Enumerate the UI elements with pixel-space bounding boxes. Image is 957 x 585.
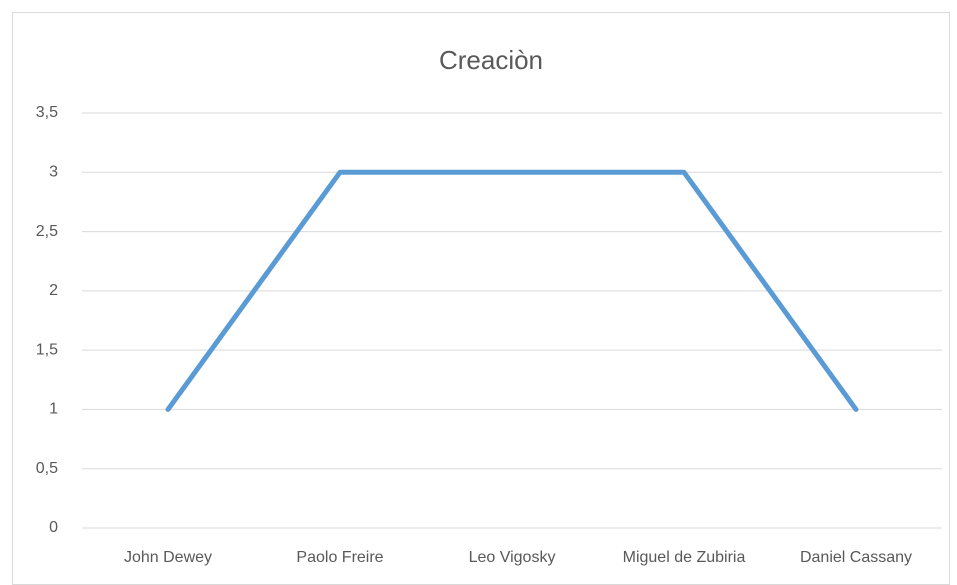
y-tick-label: 0,5 <box>36 460 58 477</box>
y-tick-label: 2,5 <box>36 223 58 240</box>
y-tick-label: 0 <box>49 519 58 536</box>
x-tick-label: Paolo Freire <box>296 549 383 566</box>
line-series <box>165 169 859 412</box>
x-tick-label: Miguel de Zubiria <box>623 549 746 566</box>
y-tick-label: 3,5 <box>36 104 58 121</box>
chart-title: Creaciòn <box>439 45 543 75</box>
y-tick-label: 3 <box>49 164 58 181</box>
x-tick-label: John Dewey <box>124 549 212 566</box>
y-tick-label: 1,5 <box>36 341 58 358</box>
chart-border <box>12 12 950 585</box>
x-tick-label: Daniel Cassany <box>800 549 912 566</box>
y-tick-label: 2 <box>49 282 58 299</box>
x-tick-label: Leo Vigosky <box>469 549 556 566</box>
y-tick-label: 1 <box>49 401 58 418</box>
